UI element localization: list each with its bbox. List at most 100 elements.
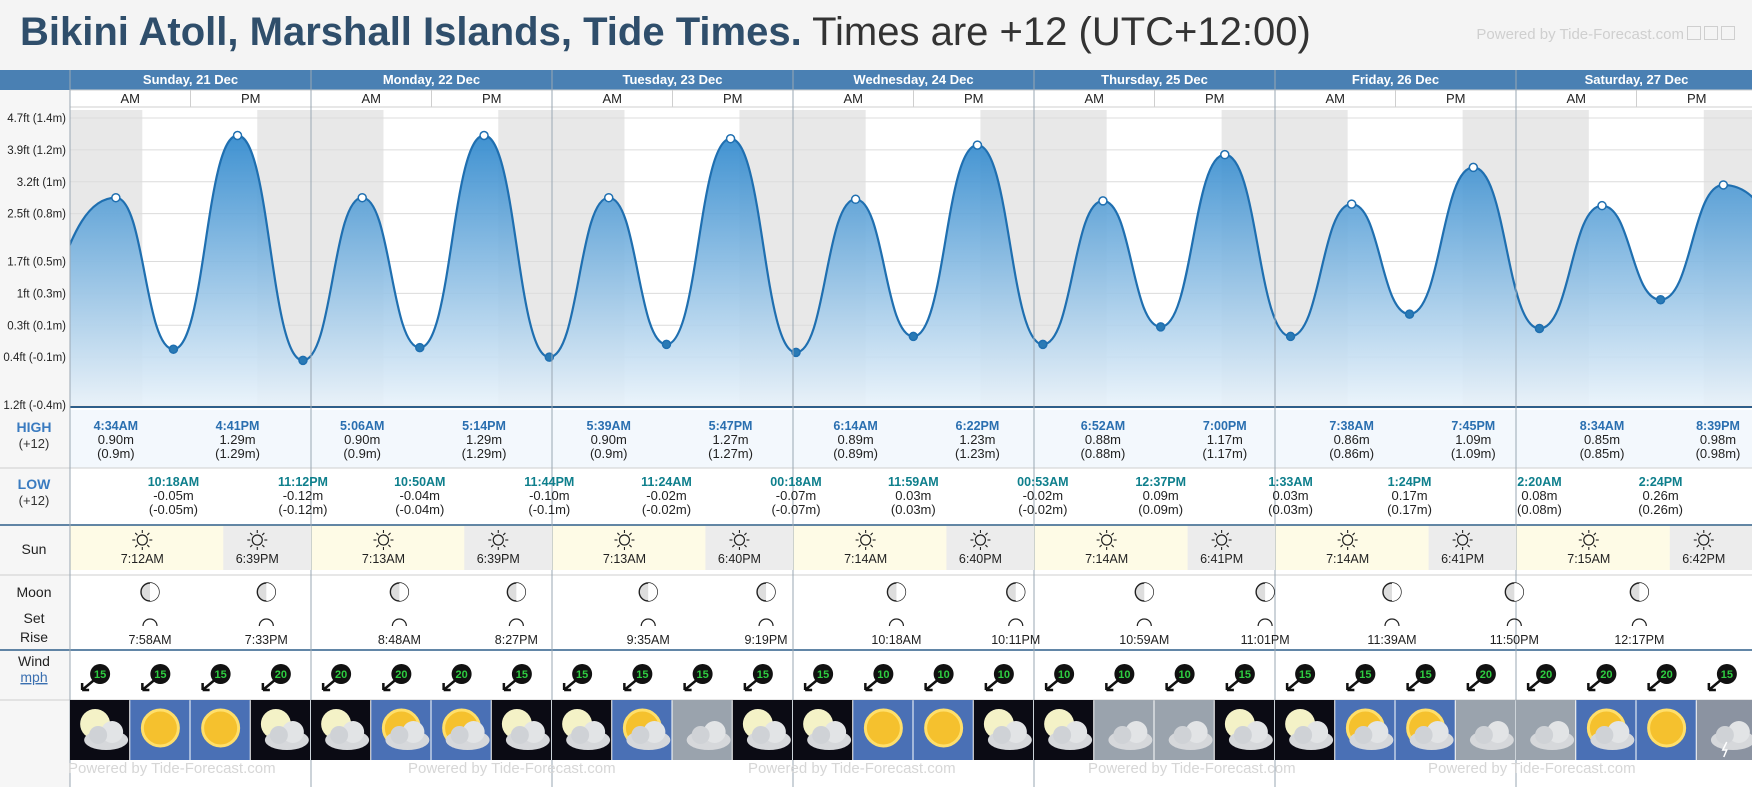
sun-row: 7:12AM 6:39PM 7:13AM 6:39PM 7:13AM 6:40PM 7:14…	[121, 526, 1752, 570]
low-tide-point	[791, 347, 801, 358]
low-tide-time: 1:33AM	[1268, 475, 1312, 489]
wind-badge	[1234, 664, 1255, 684]
wind-badge	[1114, 664, 1135, 684]
sunrise-icon	[855, 530, 876, 550]
low-tide-point	[1534, 323, 1545, 334]
row-label-high-tz: (+12)	[19, 436, 50, 451]
wind-arrow-icon	[984, 679, 999, 692]
low-tide-height-alt: (-0.05m)	[149, 502, 198, 517]
wind-speed: 10	[1118, 669, 1130, 681]
wind-speed: 15	[516, 669, 528, 681]
sunrise-time: 7:13AM	[362, 552, 405, 566]
high-tide-height: 1.23m	[959, 432, 995, 447]
high-tide-time: 6:52AM	[1081, 419, 1125, 433]
high-tide-height-alt: (0.9m)	[590, 446, 628, 461]
moonset-icon	[888, 618, 905, 627]
wind-arrow-icon	[201, 679, 216, 692]
weather-row	[70, 700, 1752, 760]
row-label-wind: Wind	[18, 653, 50, 669]
moon-phase-icon	[256, 582, 277, 602]
title-timezone: Times are +12 (UTC+12:00)	[812, 10, 1311, 54]
high-tide-height-alt: (0.98m)	[1696, 446, 1741, 461]
tide-series	[70, 130, 1752, 405]
high-tide-point	[111, 192, 121, 203]
day-header: Thursday, 25 Dec	[1101, 72, 1208, 87]
moonrise-icon	[1506, 618, 1522, 627]
low-tide-time: 10:50AM	[394, 475, 445, 489]
high-tide-time: 4:34AM	[94, 419, 138, 433]
high-tide-height-alt: (1.17m)	[1202, 446, 1247, 461]
high-tide-time: 8:39PM	[1696, 419, 1740, 433]
moonset-time: 8:48AM	[378, 633, 421, 647]
wind-arrow-icon	[1526, 679, 1541, 692]
moonrise-icon	[258, 618, 274, 627]
wind-speed: 15	[1299, 669, 1311, 681]
wind-speed: 15	[215, 669, 227, 681]
low-tide-height-alt: (0.03m)	[891, 502, 936, 517]
cloud-icon	[1228, 721, 1273, 750]
y-tick-label: 1ft (0.3m)	[17, 288, 66, 300]
wind-arrow-icon	[442, 679, 457, 692]
high-tide-point	[725, 133, 736, 144]
low-tide-height: 0.26m	[1643, 488, 1679, 503]
wind-arrow-icon	[382, 679, 397, 692]
wind-arrow-icon	[924, 679, 939, 692]
low-tide-height: -0.02m	[1023, 488, 1063, 503]
low-tide-height: -0.07m	[776, 488, 816, 503]
wind-badge	[270, 664, 291, 684]
moon-phase-icon	[1006, 582, 1026, 602]
low-tide-height: 0.03m	[895, 488, 931, 503]
y-tick-label: 1.7ft (0.5m)	[7, 256, 66, 268]
moon-phase-icon	[506, 582, 527, 602]
moonrise-icon	[758, 618, 774, 627]
high-tide-height: 1.17m	[1207, 432, 1243, 447]
sunset-time: 6:41PM	[1441, 552, 1484, 566]
cloud-icon	[84, 721, 129, 750]
cloud-icon	[987, 721, 1032, 750]
title-location: Bikini Atoll, Marshall Islands, Tide Tim…	[20, 10, 802, 54]
low-tide-time: 00:18AM	[770, 475, 821, 489]
wind-badge	[1415, 664, 1436, 684]
wind-badge	[1596, 664, 1617, 684]
row-label-low: LOW	[18, 476, 51, 492]
high-tide-height-alt: (0.9m)	[343, 446, 381, 461]
moon-row: 7:58AM 7:33PM 8:48AM 8:27PM 9:35AM 9:19PM 10:1…	[128, 582, 1664, 647]
y-tick-label: 3.2ft (1m)	[17, 177, 66, 189]
row-label-sun: Sun	[22, 541, 47, 557]
sunset-shade	[1187, 526, 1275, 570]
wind-badge	[210, 664, 231, 684]
wind-arrow-icon	[623, 679, 638, 692]
low-tide-height-alt: (-0.02m)	[642, 502, 691, 517]
day-header-bg	[70, 70, 311, 90]
day-header-bg	[793, 70, 1034, 90]
wind-arrow-icon	[321, 679, 336, 692]
high-tide-point	[1346, 199, 1357, 209]
high-tide-point	[1220, 149, 1230, 160]
moonset-time: 7:58AM	[128, 633, 171, 647]
wind-badge	[933, 664, 954, 684]
low-tide-point	[1155, 322, 1166, 332]
moonrise-icon	[508, 618, 524, 627]
wind-arrow-icon	[1466, 679, 1481, 692]
wind-badge	[572, 664, 593, 684]
wind-speed: 20	[1600, 669, 1612, 681]
wind-badge	[993, 664, 1014, 684]
low-tide-time: 12:37PM	[1135, 475, 1186, 489]
wind-speed: 20	[1480, 669, 1492, 681]
ampm-label: AM	[603, 91, 623, 106]
high-tide-time: 5:14PM	[462, 419, 506, 433]
sunrise-time: 7:12AM	[121, 552, 164, 566]
wind-arrow-icon	[743, 679, 758, 692]
cloud-icon	[1108, 721, 1153, 750]
high-tide-time: 5:47PM	[709, 419, 753, 433]
high-tide-height-alt: (0.89m)	[833, 446, 878, 461]
wind-arrow-icon	[1285, 679, 1300, 692]
high-tide-height-alt: (0.85m)	[1580, 446, 1625, 461]
high-tide-time: 7:00PM	[1203, 419, 1247, 433]
wind-row: 15 15 15 20 20 20 20 15 15 15 15 15 15 10 10 10 10 10 10 15…	[80, 664, 1737, 692]
ampm-label: AM	[1085, 91, 1105, 106]
low-tide-height: -0.10m	[529, 488, 569, 503]
wind-unit-link[interactable]: mph	[20, 669, 47, 685]
moonset-time: 12:17PM	[1614, 633, 1664, 647]
wind-badge	[451, 664, 472, 684]
